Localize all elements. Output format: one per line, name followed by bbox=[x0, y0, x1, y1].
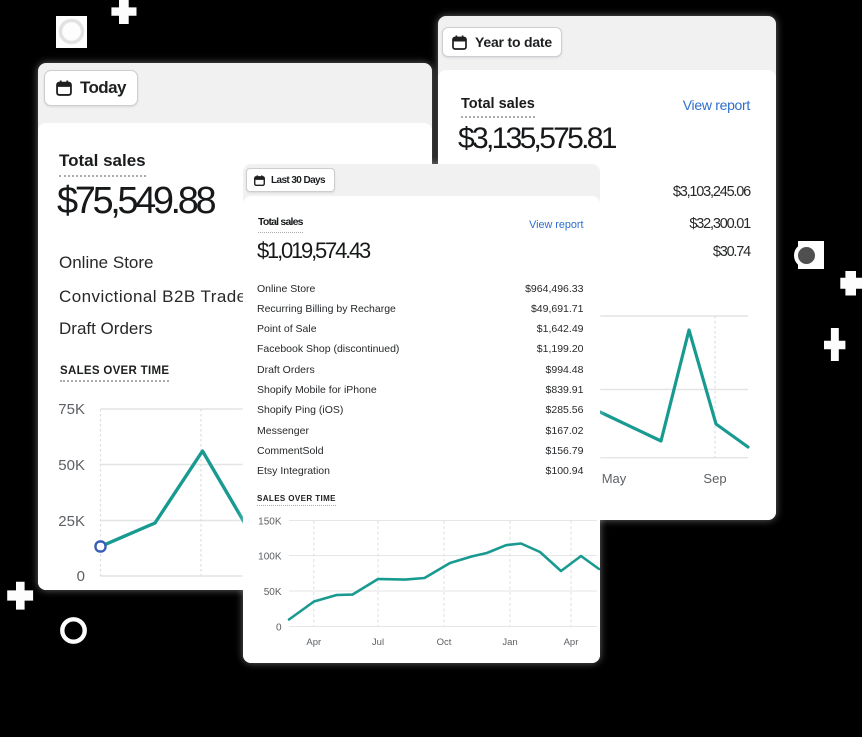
svg-text:Jul: Jul bbox=[372, 637, 384, 648]
svg-text:May: May bbox=[602, 471, 627, 486]
svg-text:0: 0 bbox=[77, 568, 85, 585]
svg-text:50K: 50K bbox=[264, 587, 282, 598]
svg-text:25K: 25K bbox=[58, 513, 85, 530]
svg-text:150K: 150K bbox=[258, 517, 282, 528]
svg-text:50K: 50K bbox=[58, 457, 85, 474]
svg-text:0: 0 bbox=[276, 623, 282, 634]
svg-text:Oct: Oct bbox=[437, 637, 452, 648]
svg-text:Apr: Apr bbox=[306, 637, 321, 648]
svg-text:Apr: Apr bbox=[564, 637, 579, 648]
svg-text:75K: 75K bbox=[58, 401, 85, 418]
svg-text:Sep: Sep bbox=[703, 471, 726, 486]
svg-text:100K: 100K bbox=[258, 552, 282, 563]
svg-text:Jan: Jan bbox=[502, 637, 517, 648]
